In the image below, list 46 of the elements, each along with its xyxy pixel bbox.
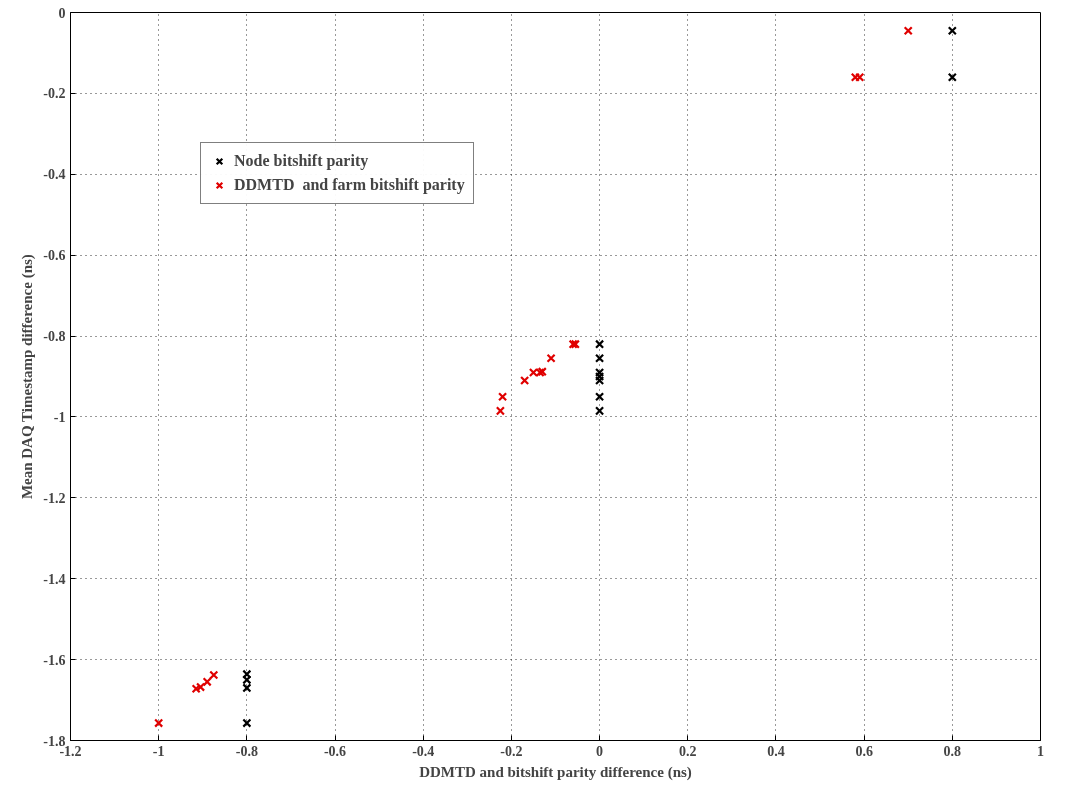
point [594,375,605,386]
x-tick-label: -0.8 [235,743,258,759]
point [242,675,252,685]
y-tick-label: -0.2 [43,86,66,102]
point [594,353,605,363]
y-tick-label: -0.6 [43,248,66,264]
x-tick-label: 1 [1037,743,1044,759]
y-axis-title: Mean DAQ Timestamp difference (ns) [19,254,37,500]
point [242,718,252,728]
point [497,392,508,402]
x-tick-label: -1 [152,743,165,759]
point [594,367,605,378]
point [546,353,556,363]
point [202,677,212,687]
point [195,682,206,692]
x-tick-label: -0.4 [412,743,435,759]
point [903,26,913,36]
x-tick-label: 0.6 [855,743,873,759]
point [947,72,957,82]
point [242,669,252,679]
x-tick-label: 0 [596,743,604,759]
x-tick-label: -0.2 [500,743,523,759]
legend-label: Node bitshift parity [234,152,369,170]
x-tick-label: 0.2 [679,743,697,759]
point [594,392,605,402]
y-tick-label: -1.6 [43,652,66,668]
point [495,406,506,416]
point [947,26,957,36]
x-tick-label: -0.6 [323,743,347,759]
y-tick-label: -1 [53,409,66,425]
y-tick-label: -0.4 [43,167,66,183]
point [594,371,605,382]
point [594,339,605,349]
y-tick-label: -1.4 [43,571,66,587]
x-tick-label: 0.4 [767,743,785,759]
x-tick-label: 0.8 [943,743,962,759]
point [209,670,219,680]
y-tick-label: -0.8 [43,329,66,345]
y-tick-label: -1.2 [43,490,66,506]
y-tick-label: 0 [58,5,66,21]
legend-label: DDMTD and farm bitshift parity [234,176,465,194]
point [594,406,605,416]
point [154,718,164,728]
point [520,375,530,386]
point [242,683,252,693]
x-axis-title: DDMTD and bitshift parity difference (ns) [419,763,692,781]
